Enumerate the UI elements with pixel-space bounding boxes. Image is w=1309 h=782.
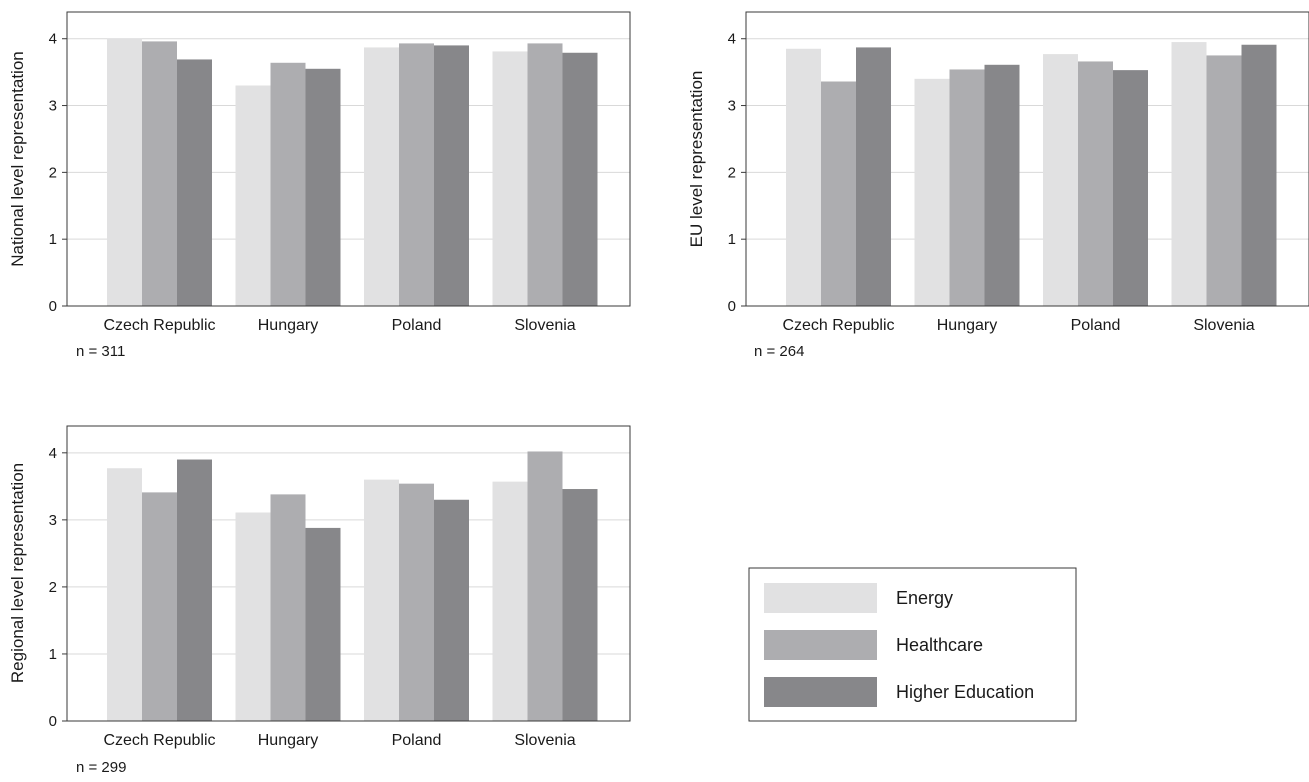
bar-healthcare [527, 451, 563, 721]
bar-healthcare [270, 62, 306, 307]
y-tick-label: 1 [49, 231, 57, 248]
y-axis-title: Regional level representation [8, 463, 27, 683]
category-label: Hungary [258, 732, 318, 749]
y-tick-label: 4 [728, 31, 736, 48]
bar-energy [492, 51, 528, 306]
y-tick-label: 3 [728, 98, 736, 115]
bar-energy [364, 479, 399, 721]
y-tick-label: 0 [728, 298, 736, 315]
bar-healthcare [142, 41, 177, 307]
bar-healthcare [821, 81, 856, 306]
legend-label: Energy [896, 588, 953, 608]
bar-energy [1171, 42, 1207, 307]
y-tick-label: 2 [728, 164, 736, 181]
category-label: Hungary [258, 317, 318, 334]
bar-higher-education [856, 47, 891, 306]
bar-healthcare [527, 43, 563, 307]
bar-higher-education [562, 52, 598, 306]
category-label: Slovenia [514, 317, 575, 334]
category-label: Poland [392, 317, 442, 334]
chart-panel-3: 0 1 2 3 4 Czech Republic Hungary Poland Slovenia… [8, 425, 631, 776]
bar-higher-education [1241, 44, 1277, 307]
y-tick-label: 4 [49, 31, 57, 48]
bar-energy [107, 38, 142, 307]
bar-higher-education [305, 527, 341, 721]
bar-energy [235, 512, 271, 721]
legend-label: Higher Education [896, 682, 1034, 702]
y-axis-title: EU level representation [687, 71, 706, 248]
bar-healthcare [1078, 61, 1113, 307]
bar-healthcare [1206, 55, 1242, 306]
bar-higher-education [177, 459, 212, 721]
legend-swatch [764, 630, 877, 660]
legend-swatch [764, 677, 877, 707]
sample-size-note: n = 264 [754, 343, 804, 360]
bar-energy [107, 468, 142, 721]
bar-higher-education [305, 68, 341, 306]
plot-frame [66, 11, 631, 307]
y-tick-label: 4 [49, 445, 57, 462]
category-label: Poland [392, 732, 442, 749]
legend: Energy Healthcare Higher Education [748, 567, 1077, 722]
bar-healthcare [949, 69, 985, 306]
plot-frame [745, 11, 1309, 307]
bar-healthcare [399, 43, 434, 307]
legend-label: Healthcare [896, 635, 983, 655]
bar-higher-education [177, 59, 212, 306]
bar-higher-education [434, 499, 469, 721]
bar-energy [364, 47, 399, 306]
bar-energy [914, 78, 950, 307]
category-label: Poland [1071, 317, 1121, 334]
bar-higher-education [1113, 70, 1148, 306]
category-label: Czech Republic [782, 317, 894, 334]
bar-higher-education [434, 45, 469, 307]
bar-energy [1043, 54, 1078, 306]
category-label: Czech Republic [103, 317, 215, 334]
y-tick-label: 0 [49, 298, 57, 315]
bar-healthcare [142, 492, 177, 721]
y-tick-label: 2 [49, 579, 57, 596]
category-label: Slovenia [1193, 317, 1254, 334]
plot-frame [66, 425, 631, 722]
sample-size-note: n = 311 [76, 343, 125, 360]
sample-size-note: n = 299 [76, 759, 126, 776]
y-tick-label: 3 [49, 98, 57, 115]
bar-higher-education [984, 64, 1020, 306]
bar-healthcare [399, 483, 434, 721]
bar-energy [492, 481, 528, 721]
y-tick-label: 1 [49, 646, 57, 663]
chart-panel-1: 0 1 2 3 4 Czech Republic Hungary Poland Slovenia… [8, 11, 631, 360]
bar-higher-education [562, 489, 598, 721]
y-axis-title: National level representation [8, 51, 27, 266]
chart-panel-2: 0 1 2 3 4 Czech Republic Hungary Poland Slovenia… [687, 11, 1309, 360]
y-tick-label: 3 [49, 512, 57, 529]
category-label: Czech Republic [103, 732, 215, 749]
bar-energy [786, 48, 821, 306]
bar-healthcare [270, 494, 306, 721]
category-label: Hungary [937, 317, 997, 334]
legend-swatch [764, 583, 877, 613]
bar-energy [235, 85, 271, 306]
y-tick-label: 1 [728, 231, 736, 248]
category-label: Slovenia [514, 732, 575, 749]
y-tick-label: 2 [49, 164, 57, 181]
y-tick-label: 0 [49, 713, 57, 730]
